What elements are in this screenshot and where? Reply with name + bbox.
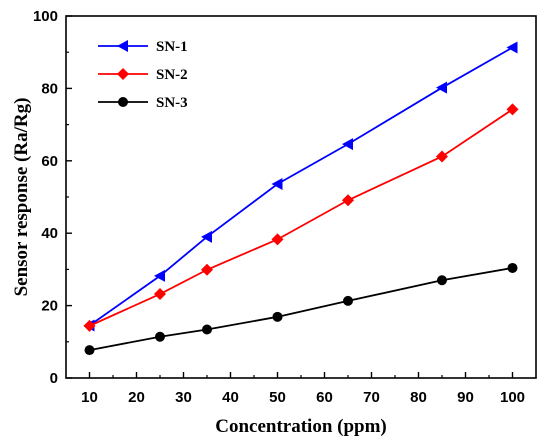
data-point-sn-2 — [436, 150, 448, 163]
data-point-sn-3 — [155, 331, 165, 342]
series-line-sn-2 — [89, 108, 513, 327]
y-tick-label: 0 — [50, 370, 58, 387]
x-tick-label: 10 — [81, 389, 98, 406]
series-sn-2 — [83, 103, 519, 332]
legend-marker-sn-3 — [118, 97, 128, 107]
y-tick-label: 60 — [41, 153, 58, 170]
y-tick-label: 80 — [41, 80, 58, 97]
data-point-sn-1 — [436, 81, 447, 94]
x-axis-title: Concentration (ppm) — [215, 416, 387, 437]
x-tick-label: 70 — [363, 389, 380, 406]
x-tick-label: 60 — [316, 389, 333, 406]
legend-label-sn-1: SN-1 — [156, 39, 188, 55]
y-tick-label: 40 — [41, 225, 58, 242]
data-point-sn-2 — [342, 194, 354, 207]
x-tick-label: 20 — [128, 389, 145, 406]
data-point-sn-3 — [507, 262, 518, 273]
data-point-sn-3 — [272, 311, 283, 322]
data-point-sn-2 — [83, 319, 96, 332]
x-tick-label: 30 — [175, 389, 192, 406]
data-point-sn-2 — [271, 233, 284, 246]
x-tick-label: 40 — [222, 389, 239, 406]
legend-label-sn-2: SN-2 — [156, 67, 188, 83]
legend: SN-1 SN-2 SN-3 — [98, 39, 188, 111]
data-point-sn-1 — [342, 138, 353, 151]
series-layer — [83, 41, 519, 356]
y-tick-label: 20 — [41, 298, 58, 315]
data-point-sn-1 — [154, 269, 165, 282]
x-tick-label: 100 — [500, 389, 525, 406]
x-tick-label: 80 — [410, 389, 427, 406]
data-point-sn-2 — [506, 103, 519, 116]
data-point-sn-1 — [201, 230, 212, 243]
series-sn-3 — [84, 262, 518, 356]
y-axis-title: Sensor response (Ra/Rg) — [11, 98, 32, 297]
data-point-sn-3 — [202, 324, 212, 335]
legend-marker-sn-2 — [117, 68, 129, 80]
y-tick-label: 100 — [33, 8, 58, 25]
data-point-sn-3 — [437, 275, 447, 286]
data-point-sn-3 — [343, 295, 353, 306]
x-tick-label: 90 — [457, 389, 474, 406]
series-line-sn-1 — [88, 46, 513, 327]
legend-marker-sn-1 — [117, 40, 128, 52]
plot-frame — [65, 15, 537, 379]
y-axis: 0 20 40 60 80 100 — [33, 8, 72, 387]
data-point-sn-1 — [506, 41, 518, 54]
series-sn-1 — [83, 41, 518, 332]
x-axis: 10 20 30 40 50 60 70 80 90 100 — [81, 372, 525, 406]
legend-label-sn-3: SN-3 — [156, 95, 188, 111]
data-point-sn-2 — [154, 288, 166, 301]
data-point-sn-1 — [271, 177, 283, 190]
data-point-sn-3 — [84, 345, 95, 356]
data-point-sn-2 — [201, 263, 213, 276]
x-tick-label: 50 — [269, 389, 286, 406]
